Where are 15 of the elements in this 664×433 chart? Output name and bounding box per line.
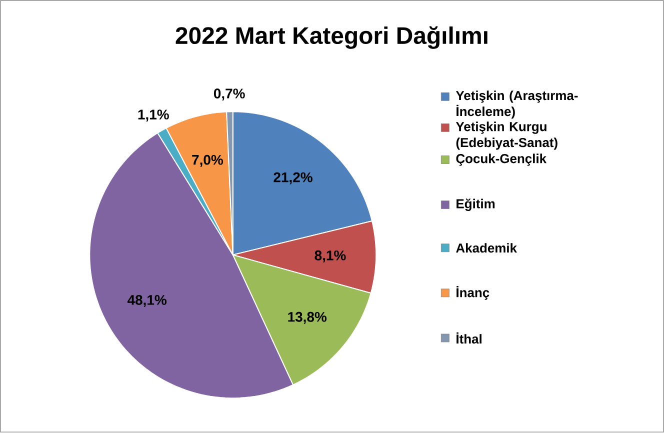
data-label: 21,2% xyxy=(274,172,312,184)
legend-label: Yetişkin Kurgu (Edebiyat-Sanat) xyxy=(456,122,558,150)
data-label: 48,1% xyxy=(127,295,167,308)
data-label: 8,1% xyxy=(314,250,346,263)
legend-label: İnanç xyxy=(456,286,490,300)
chart-title: 2022 Mart Kategori Dağılımı xyxy=(176,26,488,50)
legend-label: İthal xyxy=(456,332,482,344)
data-label: 7,0% xyxy=(192,155,224,167)
data-label: 13,8% xyxy=(288,312,327,324)
legend-label: Yetişkin (Araştırma-İnceleme) xyxy=(456,90,578,119)
legend-label: Eğitim xyxy=(456,198,495,212)
legend-label: Akademik xyxy=(456,243,518,253)
data-label: 0,7% xyxy=(214,88,245,101)
legend-label: Çocuk-Gençlik xyxy=(456,154,547,166)
data-label: 1,1% xyxy=(138,110,169,122)
